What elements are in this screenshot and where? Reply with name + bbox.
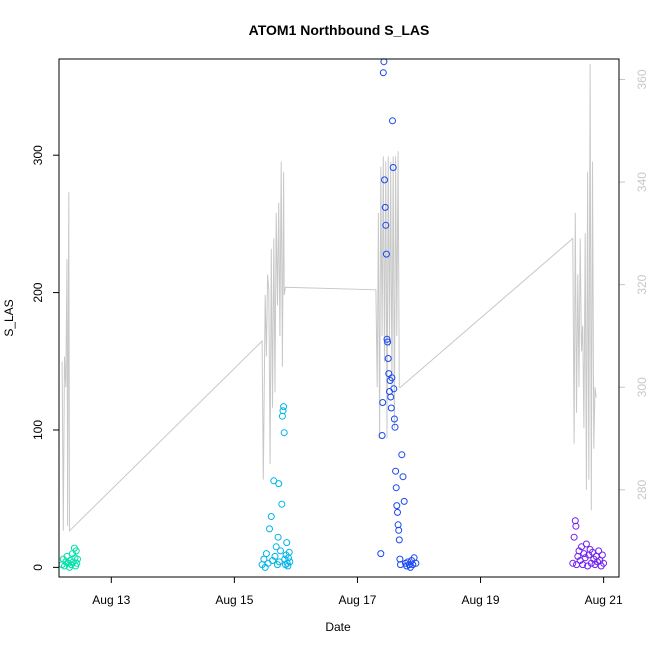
x-tick-label: Aug 17 xyxy=(338,593,376,607)
data-point xyxy=(72,547,80,555)
x-tick-label: Aug 13 xyxy=(92,593,130,607)
data-point xyxy=(280,403,288,411)
data-point xyxy=(378,432,386,439)
data-point xyxy=(395,526,403,534)
data-point xyxy=(262,550,270,558)
data-point xyxy=(280,429,288,437)
x-tick-label: Aug 15 xyxy=(215,593,253,607)
data-point xyxy=(569,559,577,567)
data-point xyxy=(377,550,385,558)
data-point xyxy=(379,399,387,406)
data-point xyxy=(272,543,280,551)
x-axis-label: Date xyxy=(325,620,351,634)
data-point xyxy=(400,497,408,505)
x-tick-label: Aug 21 xyxy=(585,593,623,607)
data-point xyxy=(394,508,401,516)
data-point xyxy=(286,558,294,566)
y-right-tick-label: 280 xyxy=(635,479,649,499)
series-line xyxy=(61,64,597,532)
data-point xyxy=(382,250,390,258)
plot-frame xyxy=(58,58,620,578)
data-point xyxy=(275,558,283,566)
data-point xyxy=(412,559,420,567)
data-point xyxy=(274,533,282,541)
data-point xyxy=(598,551,606,559)
data-point xyxy=(595,547,603,555)
y-axis-label: S_LAS xyxy=(2,299,16,336)
data-point xyxy=(399,473,407,481)
data-point xyxy=(275,480,283,488)
data-point xyxy=(267,513,275,520)
data-point xyxy=(393,502,401,510)
y-right-tick-label: 300 xyxy=(635,377,649,397)
data-point xyxy=(390,385,398,393)
data-point xyxy=(398,451,406,459)
data-point xyxy=(392,467,400,475)
y-right-tick-label: 340 xyxy=(635,172,649,192)
y-left-tick-label: 100 xyxy=(31,420,45,440)
data-point xyxy=(409,561,417,569)
data-point xyxy=(271,552,279,560)
y-right-tick-label: 320 xyxy=(635,274,649,294)
data-point xyxy=(384,338,392,346)
data-point xyxy=(278,500,286,508)
data-point xyxy=(260,555,268,563)
data-point xyxy=(279,407,287,415)
data-point xyxy=(285,548,293,556)
data-point xyxy=(277,547,284,555)
data-point xyxy=(379,69,387,77)
data-point xyxy=(392,484,400,492)
data-point xyxy=(384,355,392,362)
data-point xyxy=(74,555,81,563)
data-point xyxy=(389,117,396,125)
y-left-tick-label: 300 xyxy=(31,145,45,165)
y-right-tick-label: 360 xyxy=(635,69,649,89)
chart-title: ATOM1 Northbound S_LAS xyxy=(249,22,430,38)
data-point xyxy=(395,536,403,544)
data-point xyxy=(390,415,398,423)
data-point xyxy=(266,525,273,533)
y-left-tick-label: 0 xyxy=(31,564,45,571)
data-point xyxy=(387,393,395,401)
data-point xyxy=(572,522,580,530)
data-point xyxy=(582,540,590,548)
data-point xyxy=(570,533,578,541)
data-point xyxy=(382,221,390,229)
data-point xyxy=(284,562,292,570)
data-point xyxy=(383,335,391,343)
data-point xyxy=(387,404,395,412)
data-point xyxy=(388,374,396,382)
data-point xyxy=(579,561,587,569)
data-point xyxy=(389,164,397,171)
data-point xyxy=(391,423,399,431)
data-point xyxy=(381,176,388,184)
data-point xyxy=(600,559,608,567)
data-point xyxy=(283,539,291,547)
y-left-tick-label: 200 xyxy=(31,282,45,302)
series-layer xyxy=(58,58,608,571)
data-point xyxy=(381,203,389,211)
data-point xyxy=(73,559,81,567)
x-tick-label: Aug 19 xyxy=(462,593,500,607)
data-point xyxy=(580,550,588,558)
